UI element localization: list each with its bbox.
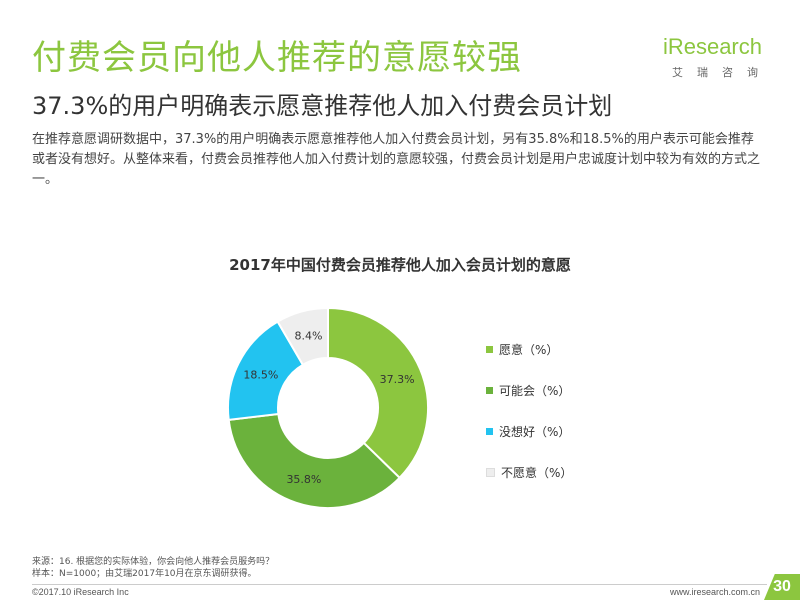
copyright-text: ©2017.10 iResearch Inc [32, 587, 129, 597]
chart-title: 2017年中国付费会员推荐他人加入会员计划的意愿 [229, 256, 571, 274]
legend-swatch [486, 427, 493, 435]
footnote: 来源：16. 根据您的实际体验，你会向他人推荐会员服务吗？ 样本：N=1000；… [32, 556, 274, 580]
description-text: 在推荐意愿调研数据中，37.3%的用户明确表示愿意推荐他人加入付费会员计划，另有… [32, 132, 761, 187]
legend-item-undecided: 没想好（%） [486, 422, 572, 440]
legend-swatch [486, 386, 493, 394]
legend-label: 可能会（%） [499, 383, 571, 398]
data-label: 18.5% [243, 369, 278, 382]
footer-divider [32, 584, 767, 585]
page-number: 30 [764, 574, 800, 600]
source-note: 来源：16. 根据您的实际体验，你会向他人推荐会员服务吗？ [32, 557, 275, 567]
website-link[interactable]: www.iresearch.com.cn [669, 587, 760, 597]
donut-slice-unwilling [276, 306, 329, 367]
data-label: 35.8% [286, 473, 321, 486]
donut-slice-maybe [227, 412, 402, 509]
chart-legend: 愿意（%） 可能会（%） 没想好（%） 不愿意（%） [486, 340, 572, 504]
iresearch-logo: iResearch 艾瑞咨询 [662, 34, 762, 80]
legend-label: 不愿意（%） [501, 465, 573, 480]
logo-wordmark: iResearch [662, 34, 762, 59]
legend-swatch [486, 467, 495, 477]
data-label: 8.4% [294, 330, 322, 343]
legend-item-willing: 愿意（%） [486, 340, 572, 358]
sample-note: 样本：N=1000；由艾瑞2017年10月在京东调研获得。 [32, 569, 257, 579]
donut-slice-willing [327, 306, 429, 480]
legend-label: 没想好（%） [499, 424, 571, 439]
donut-chart: 37.3% 35.8% 18.5% 8.4% [227, 306, 429, 509]
legend-label: 愿意（%） [499, 342, 559, 357]
legend-item-maybe: 可能会（%） [486, 381, 572, 399]
legend-item-unwilling: 不愿意（%） [486, 463, 572, 481]
data-label: 37.3% [380, 373, 415, 386]
legend-swatch [486, 345, 493, 353]
logo-chinese-name: 艾瑞咨询 [672, 66, 772, 79]
page-subtitle: 37.3%的用户明确表示愿意推荐他人加入付费会员计划 [32, 92, 613, 120]
page-title: 付费会员向他人推荐的意愿较强 [32, 38, 522, 78]
